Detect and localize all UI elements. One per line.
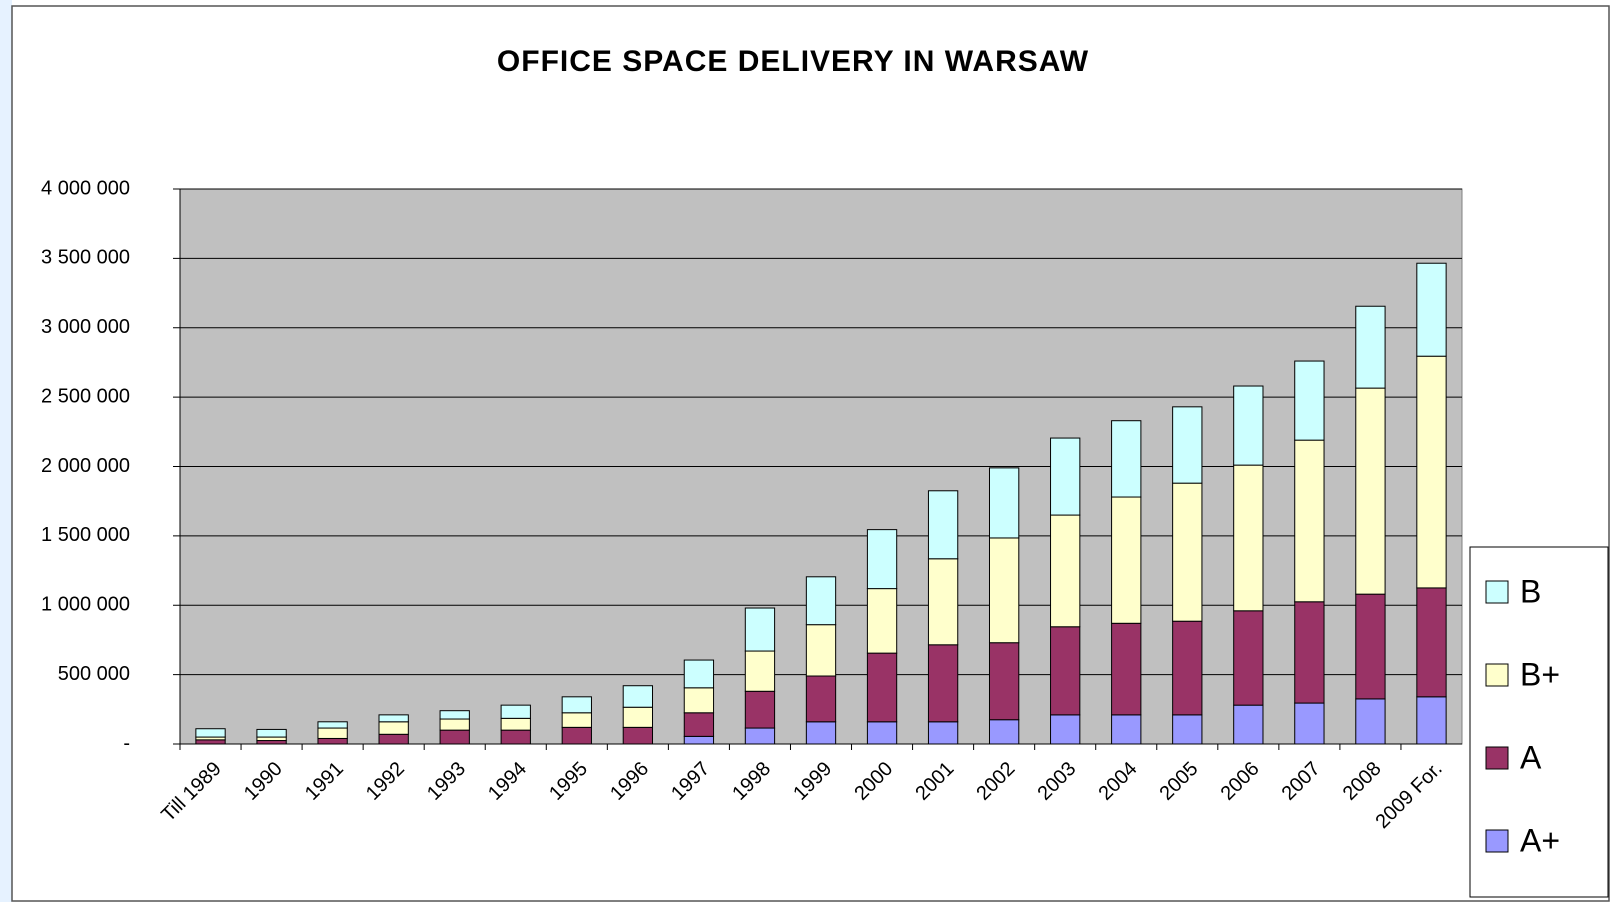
bar-segment	[256, 728, 287, 738]
bar-segment	[378, 733, 409, 745]
bar-segment	[1111, 420, 1142, 498]
legend-swatch	[1485, 580, 1509, 604]
bar-segment	[439, 710, 470, 720]
bar-segment	[1416, 587, 1447, 698]
bar-segment	[500, 717, 531, 731]
bar-segment	[805, 721, 837, 745]
bar-segment	[683, 735, 715, 745]
y-tick-label: 3 500 000	[41, 247, 130, 269]
bar-segment	[1050, 626, 1081, 716]
bar-segment	[500, 729, 531, 745]
bar-segment	[256, 736, 287, 742]
y-tick-label: -	[123, 732, 130, 754]
bar-segment	[195, 739, 226, 745]
bar-segment	[1172, 406, 1203, 484]
bar-segment	[1233, 464, 1264, 612]
bar-segment	[1172, 482, 1203, 622]
bar-segment	[1294, 601, 1325, 704]
bar-segment	[805, 675, 837, 723]
y-tick-label: 1 500 000	[41, 524, 130, 546]
bar-segment	[927, 721, 959, 745]
bar-segment	[1050, 714, 1081, 745]
legend-label: B	[1520, 573, 1541, 609]
bar-segment	[378, 714, 409, 723]
bar-segment	[988, 642, 1020, 721]
bar-segment	[1111, 496, 1142, 624]
bar-segment	[805, 624, 837, 677]
legend-swatch	[1485, 746, 1509, 770]
bar-segment	[378, 721, 409, 735]
bar-segment	[195, 728, 226, 738]
side-band	[0, 0, 12, 902]
bar-segment	[1355, 305, 1386, 389]
bar-segment	[866, 652, 898, 723]
bar-segment	[927, 490, 959, 560]
bar-segment	[1294, 439, 1325, 603]
bar-segment	[1233, 610, 1264, 706]
bar-segment	[1050, 514, 1081, 628]
bar-segment	[683, 687, 715, 714]
bar-segment	[1233, 385, 1264, 466]
bar-segment	[927, 558, 959, 646]
bar-segment	[500, 704, 531, 719]
bar-segment	[1416, 355, 1447, 589]
bar-segment	[744, 727, 776, 745]
bar-segment	[1416, 696, 1447, 745]
bar-segment	[317, 727, 348, 739]
bar-segment	[622, 726, 654, 745]
bar-segment	[439, 729, 470, 745]
bar-segment	[1355, 593, 1386, 700]
y-tick-label: 500 000	[58, 663, 130, 685]
bar-segment	[1355, 698, 1386, 745]
bar-segment	[439, 718, 470, 731]
bar-segment	[1294, 360, 1325, 441]
bar-segment	[866, 588, 898, 654]
y-tick-label: 2 500 000	[41, 385, 130, 407]
bar-segment	[805, 576, 837, 626]
bar-segment	[744, 690, 776, 729]
legend-label: A+	[1520, 822, 1560, 858]
bar-segment	[1172, 620, 1203, 716]
bar-segment	[561, 696, 592, 714]
bar-segment	[866, 721, 898, 745]
bar-segment	[561, 726, 592, 745]
bar-segment	[317, 721, 348, 729]
bar-segment	[744, 650, 776, 692]
bar-segment	[1050, 437, 1081, 516]
bar-segment	[1111, 622, 1142, 716]
bar-segment	[622, 706, 654, 728]
bar-segment	[744, 607, 776, 652]
bar-segment	[561, 712, 592, 728]
legend-label: B+	[1520, 656, 1560, 692]
y-tick-label: 3 000 000	[41, 316, 130, 338]
bar-segment	[256, 740, 287, 745]
legend-swatch	[1485, 829, 1509, 853]
bar-segment	[927, 644, 959, 723]
bar-segment	[317, 737, 348, 745]
bar-segment	[1294, 702, 1325, 745]
bar-segment	[1355, 387, 1386, 595]
bar-segment	[988, 537, 1020, 644]
y-tick-label: 2 000 000	[41, 455, 130, 477]
chart-title: OFFICE SPACE DELIVERY IN WARSAW	[497, 45, 1089, 78]
bar-segment	[622, 685, 654, 708]
legend-swatch	[1485, 663, 1509, 687]
bar-segment	[683, 659, 715, 689]
bar-segment	[988, 467, 1020, 539]
bar-segment	[1172, 714, 1203, 745]
y-tick-label: 1 000 000	[41, 594, 130, 616]
legend-label: A	[1520, 739, 1542, 775]
bar-segment	[866, 529, 898, 590]
bar-segment	[1111, 714, 1142, 745]
bar-segment	[1233, 704, 1264, 745]
y-tick-label: 4 000 000	[41, 177, 130, 199]
bar-segment	[683, 712, 715, 737]
bar-segment	[988, 719, 1020, 745]
bar-segment	[1416, 262, 1447, 357]
